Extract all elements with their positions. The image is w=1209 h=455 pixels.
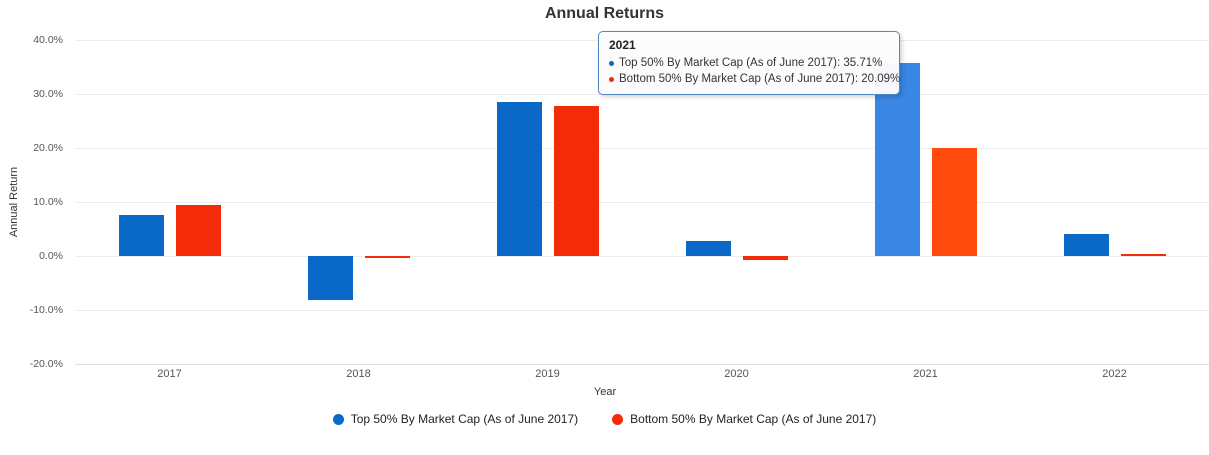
legend-label-top50: Top 50% By Market Cap (As of June 2017): [350, 412, 579, 426]
chart-title: Annual Returns: [544, 5, 665, 22]
x-tick-label-2017: 2017: [157, 368, 182, 380]
bar-2020-series0[interactable]: [685, 241, 731, 256]
plot-area: [75, 40, 1209, 365]
bar-2017-series0[interactable]: [118, 214, 164, 256]
bar-2022-series0[interactable]: [1063, 234, 1109, 256]
x-axis-title: Year: [593, 386, 617, 398]
top50-legend-marker-icon: [332, 413, 344, 425]
bar-2017-series1[interactable]: [175, 204, 221, 256]
bar-2019-series1[interactable]: [553, 105, 599, 256]
tooltip-text-bottom50: Bottom 50% By Market Cap (As of June 201…: [619, 73, 901, 85]
gridline-0: [75, 256, 1209, 257]
chart-tooltip: 2021 Top 50% By Market Cap (As of June 2…: [598, 31, 900, 95]
legend-item-bottom50[interactable]: Bottom 50% By Market Cap (As of June 201…: [612, 412, 876, 426]
tooltip-row-top50: Top 50% By Market Cap (As of June 2017):…: [609, 55, 889, 71]
gridline-10: [75, 202, 1209, 203]
legend-label-bottom50: Bottom 50% By Market Cap (As of June 201…: [630, 412, 877, 426]
bar-2018-series0[interactable]: [307, 256, 353, 301]
y-tick-label-30: 30.0%: [33, 88, 63, 100]
tooltip-text-top50: Top 50% By Market Cap (As of June 2017):…: [619, 57, 883, 69]
tooltip-row-bottom50: Bottom 50% By Market Cap (As of June 201…: [609, 71, 900, 87]
chart-legend: Top 50% By Market Cap (As of June 2017) …: [0, 412, 1209, 426]
bar-2022-series1[interactable]: [1120, 253, 1166, 256]
top50-bullet-icon: [609, 60, 614, 66]
bar-2021-series0[interactable]: [874, 63, 920, 256]
y-tick-label-10: 10.0%: [33, 196, 63, 208]
y-tick-label-20: 20.0%: [33, 142, 63, 154]
bar-2020-series1[interactable]: [742, 256, 788, 261]
tooltip-title: 2021: [609, 38, 636, 52]
y-tick-label--10: -10.0%: [29, 304, 63, 316]
bar-2019-series0[interactable]: [496, 101, 542, 256]
gridline--20: [75, 364, 1209, 365]
legend-item-top50[interactable]: Top 50% By Market Cap (As of June 2017): [332, 412, 579, 426]
y-tick-label--20: -20.0%: [29, 358, 63, 370]
x-axis-tick-labels: 2017 2018 2019 2020 2021 2022: [75, 368, 1209, 382]
y-tick-label-40: 40.0%: [33, 34, 63, 46]
y-tick-label-0: 0.0%: [39, 250, 63, 262]
x-tick-label-2022: 2022: [1102, 368, 1127, 380]
x-tick-label-2018: 2018: [346, 368, 371, 380]
bottom50-legend-marker-icon: [612, 413, 624, 425]
gridline--10: [75, 310, 1209, 311]
bar-2021-series1[interactable]: [931, 147, 977, 256]
bar-2018-series1[interactable]: [364, 256, 410, 259]
x-tick-label-2020: 2020: [724, 368, 749, 380]
x-tick-label-2021: 2021: [913, 368, 938, 380]
gridline-20: [75, 148, 1209, 149]
x-tick-label-2019: 2019: [535, 368, 560, 380]
bottom50-bullet-icon: [609, 76, 614, 82]
